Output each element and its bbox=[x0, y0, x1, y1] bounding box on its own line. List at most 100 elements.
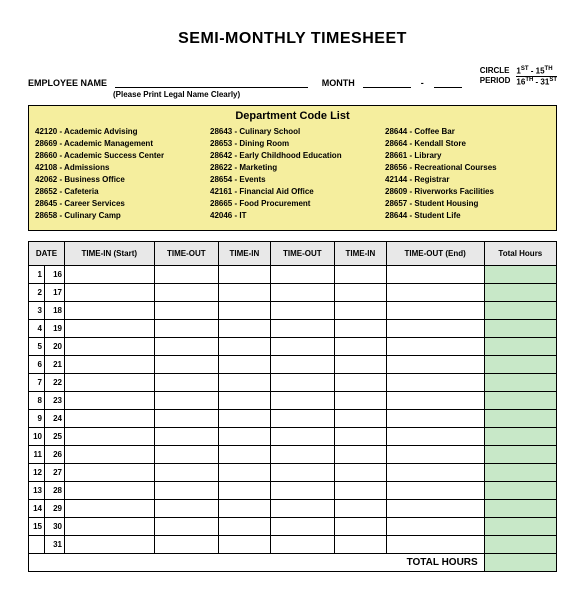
row-number: 1 bbox=[29, 265, 45, 283]
period-block: CIRCLE PERIOD 1ST - 15TH 16TH - 31ST bbox=[480, 66, 557, 88]
table-row: 1530 bbox=[29, 517, 557, 535]
dept-item: 28609 - Riverworks Facilities bbox=[385, 186, 550, 198]
time-cell bbox=[270, 409, 335, 427]
dept-item: 28643 - Culinary School bbox=[210, 126, 375, 138]
time-cell bbox=[219, 373, 270, 391]
time-cell bbox=[219, 481, 270, 499]
row-total bbox=[484, 445, 556, 463]
timesheet-table: DATE TIME-IN (Start) TIME-OUT TIME-IN TI… bbox=[28, 241, 557, 572]
th-total: Total Hours bbox=[484, 241, 556, 265]
dept-item: 28622 - Marketing bbox=[210, 162, 375, 174]
row-number: 6 bbox=[29, 355, 45, 373]
row-total bbox=[484, 427, 556, 445]
time-cell bbox=[335, 481, 386, 499]
dept-col-1: 42120 - Academic Advising28669 - Academi… bbox=[35, 126, 200, 222]
time-cell bbox=[386, 445, 484, 463]
time-cell bbox=[65, 445, 155, 463]
time-cell bbox=[270, 499, 335, 517]
table-row: 1328 bbox=[29, 481, 557, 499]
day-number: 29 bbox=[45, 499, 65, 517]
time-cell bbox=[270, 463, 335, 481]
time-cell bbox=[386, 265, 484, 283]
row-number: 13 bbox=[29, 481, 45, 499]
time-cell bbox=[386, 535, 484, 553]
th-timeout-1: TIME-OUT bbox=[154, 241, 219, 265]
time-cell bbox=[219, 445, 270, 463]
table-row: 1025 bbox=[29, 427, 557, 445]
dept-code-box: Department Code List 42120 - Academic Ad… bbox=[28, 105, 557, 231]
time-cell bbox=[386, 373, 484, 391]
time-cell bbox=[65, 355, 155, 373]
dept-item: 42046 - IT bbox=[210, 210, 375, 222]
month-line-1 bbox=[363, 76, 411, 88]
th-timein-start: TIME-IN (Start) bbox=[65, 241, 155, 265]
time-cell bbox=[219, 283, 270, 301]
period-1: 1ST - 15TH bbox=[516, 66, 557, 76]
time-cell bbox=[65, 283, 155, 301]
day-number: 28 bbox=[45, 481, 65, 499]
time-cell bbox=[65, 301, 155, 319]
time-cell bbox=[154, 355, 219, 373]
dept-item: 28658 - Culinary Camp bbox=[35, 210, 200, 222]
table-row: 419 bbox=[29, 319, 557, 337]
time-cell bbox=[386, 391, 484, 409]
time-cell bbox=[219, 355, 270, 373]
time-cell bbox=[335, 409, 386, 427]
time-cell bbox=[270, 427, 335, 445]
dept-item: 42062 - Business Office bbox=[35, 174, 200, 186]
time-cell bbox=[219, 517, 270, 535]
row-total bbox=[484, 319, 556, 337]
dept-item: 28665 - Food Procurement bbox=[210, 198, 375, 210]
time-cell bbox=[270, 283, 335, 301]
time-cell bbox=[219, 499, 270, 517]
time-cell bbox=[154, 517, 219, 535]
day-number: 27 bbox=[45, 463, 65, 481]
time-cell bbox=[270, 391, 335, 409]
employee-label: EMPLOYEE NAME bbox=[28, 78, 107, 88]
day-number: 17 bbox=[45, 283, 65, 301]
time-cell bbox=[270, 301, 335, 319]
day-number: 21 bbox=[45, 355, 65, 373]
time-cell bbox=[386, 463, 484, 481]
time-cell bbox=[270, 319, 335, 337]
employee-line bbox=[115, 76, 308, 88]
time-cell bbox=[270, 265, 335, 283]
dept-item: 42120 - Academic Advising bbox=[35, 126, 200, 138]
table-row: 520 bbox=[29, 337, 557, 355]
time-cell bbox=[270, 445, 335, 463]
time-cell bbox=[219, 265, 270, 283]
day-number: 30 bbox=[45, 517, 65, 535]
time-cell bbox=[65, 373, 155, 391]
page-title: SEMI-MONTHLY TIMESHEET bbox=[28, 30, 557, 48]
dept-item: 28652 - Cafeteria bbox=[35, 186, 200, 198]
day-number: 19 bbox=[45, 319, 65, 337]
header-row: EMPLOYEE NAME MONTH - CIRCLE PERIOD 1ST … bbox=[28, 66, 557, 88]
time-cell bbox=[335, 355, 386, 373]
dept-item: 28642 - Early Childhood Education bbox=[210, 150, 375, 162]
period-2: 16TH - 31ST bbox=[516, 76, 557, 87]
time-cell bbox=[386, 481, 484, 499]
time-cell bbox=[270, 373, 335, 391]
day-number: 24 bbox=[45, 409, 65, 427]
time-cell bbox=[154, 445, 219, 463]
time-cell bbox=[335, 391, 386, 409]
dept-item: 28653 - Dining Room bbox=[210, 138, 375, 150]
time-cell bbox=[386, 409, 484, 427]
time-cell bbox=[386, 337, 484, 355]
row-total bbox=[484, 409, 556, 427]
time-cell bbox=[386, 319, 484, 337]
table-row: 116 bbox=[29, 265, 557, 283]
month-label: MONTH bbox=[322, 78, 355, 88]
table-row: 722 bbox=[29, 373, 557, 391]
row-number: 11 bbox=[29, 445, 45, 463]
time-cell bbox=[154, 499, 219, 517]
time-cell bbox=[154, 391, 219, 409]
total-hours-value bbox=[484, 553, 556, 571]
row-total bbox=[484, 535, 556, 553]
total-hours-label: TOTAL HOURS bbox=[29, 553, 485, 571]
row-total bbox=[484, 373, 556, 391]
period-label: PERIOD bbox=[480, 76, 511, 86]
time-cell bbox=[219, 535, 270, 553]
th-timein-3: TIME-IN bbox=[335, 241, 386, 265]
dept-item: 42161 - Financial Aid Office bbox=[210, 186, 375, 198]
